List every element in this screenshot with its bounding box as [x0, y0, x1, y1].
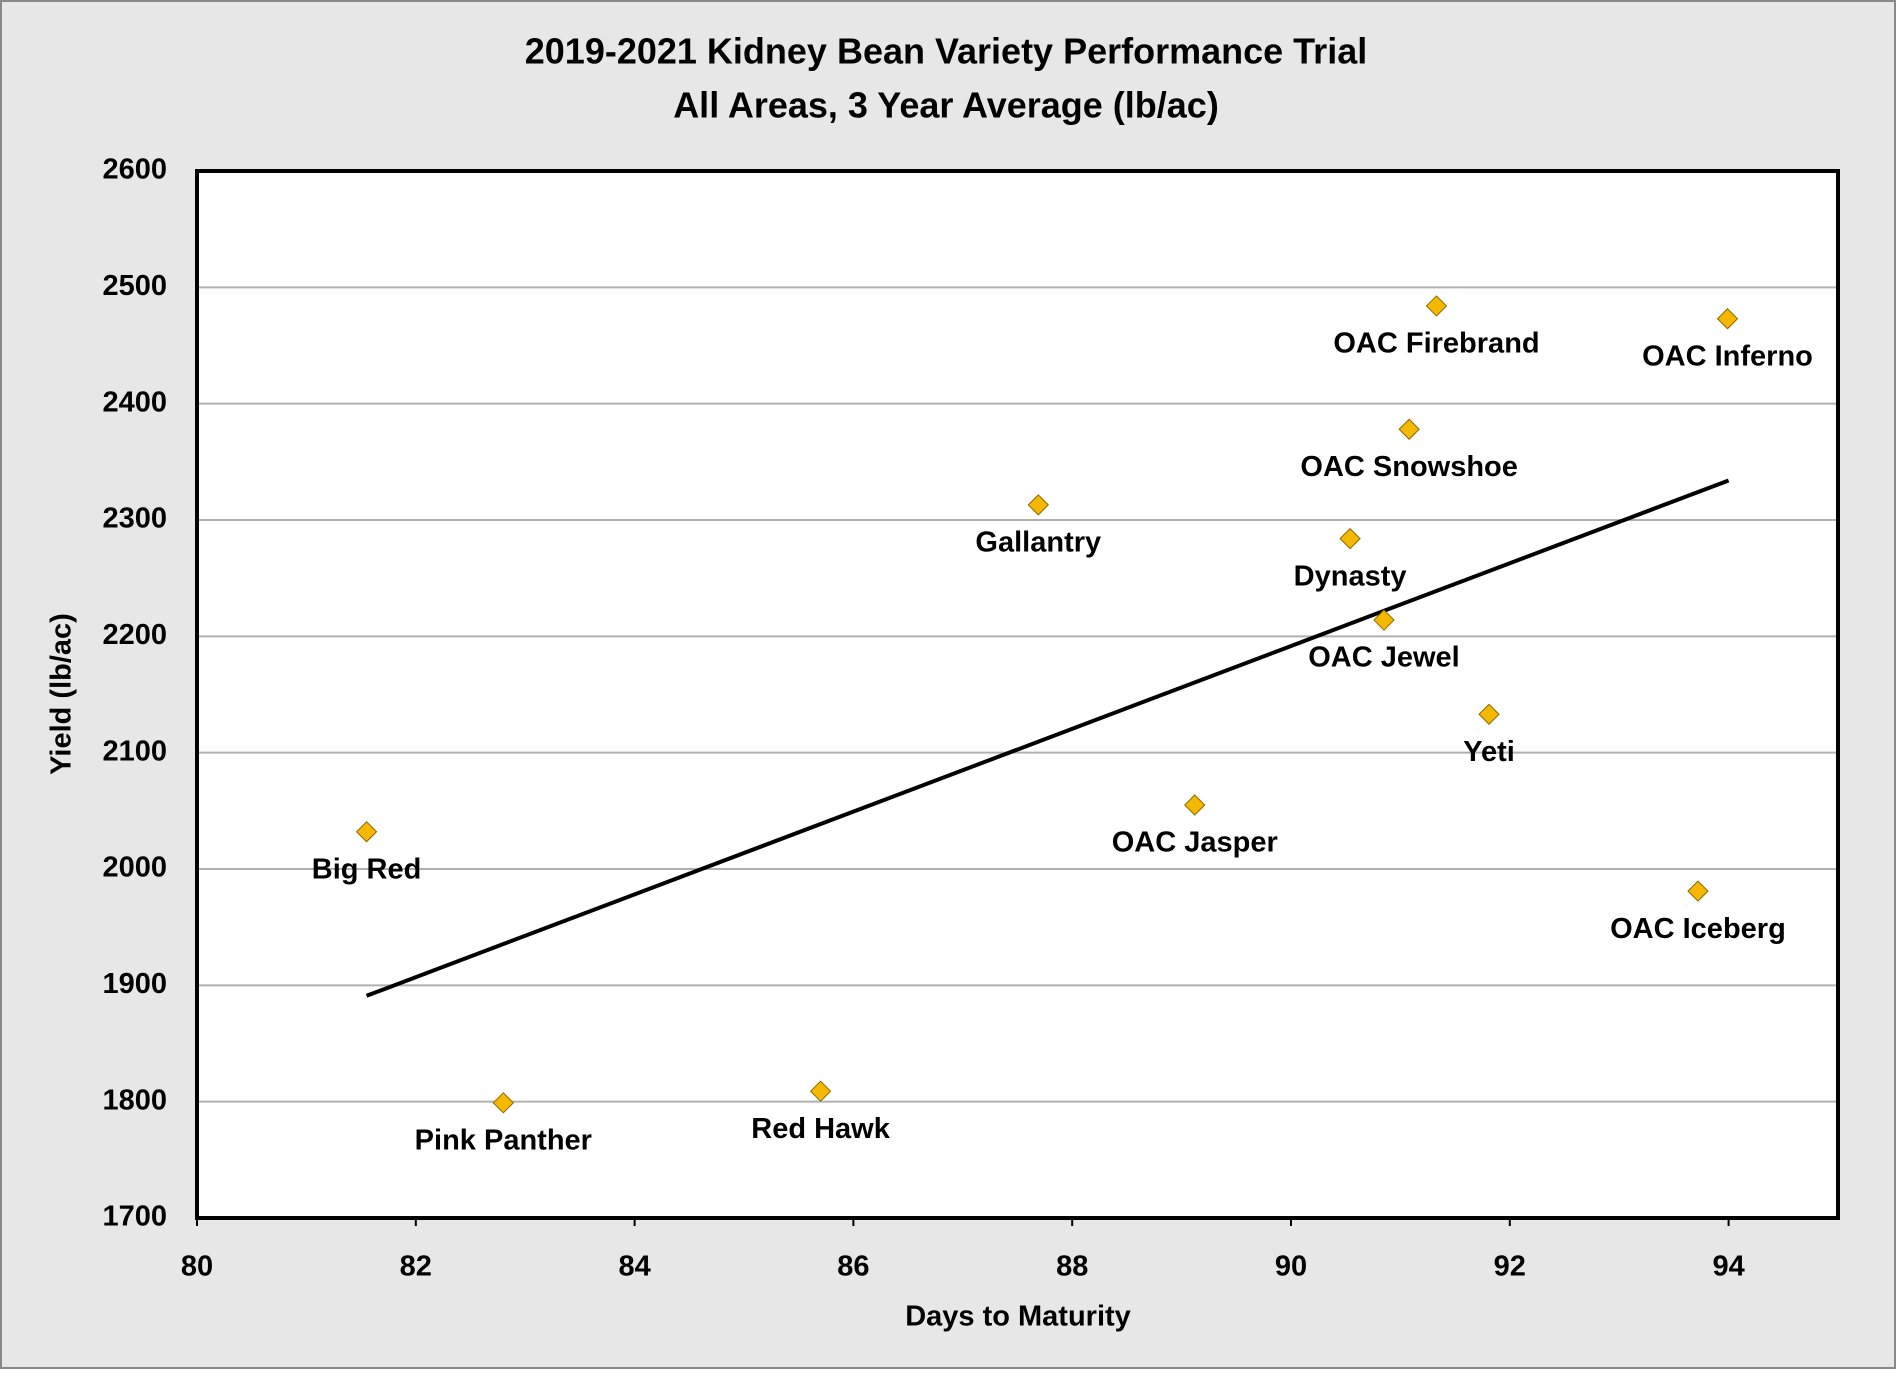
point-label: OAC Firebrand: [1333, 328, 1539, 360]
x-tick-label: 84: [618, 1251, 650, 1283]
point-label: Dynasty: [1294, 560, 1407, 592]
point: [1373, 609, 1395, 631]
point: [1184, 794, 1206, 816]
point-label: Red Hawk: [751, 1113, 890, 1145]
y-tick-label: 2000: [102, 852, 167, 884]
y-tick-label: 2400: [102, 386, 167, 418]
x-axis-label: Days to Maturity: [905, 1301, 1131, 1333]
point-label: Pink Panther: [415, 1124, 592, 1156]
point: [1339, 527, 1361, 550]
chart-subtitle: All Areas, 3 Year Average (lb/ac): [673, 85, 1219, 126]
point: [1687, 880, 1709, 902]
point: [1478, 703, 1500, 725]
x-tick-label: 88: [1056, 1251, 1088, 1283]
y-tick-label: 2300: [102, 503, 167, 535]
y-tick-label: 1700: [102, 1201, 167, 1233]
point: [809, 1080, 832, 1102]
x-tick-label: 80: [181, 1251, 213, 1283]
trend-line: [365, 478, 1730, 998]
point-label: Big Red: [312, 853, 422, 885]
point-label: OAC Jewel: [1308, 642, 1460, 674]
point-label: OAC Snowshoe: [1300, 451, 1518, 483]
y-tick-label: 2500: [102, 270, 167, 302]
y-axis-label: Yield (lb/ac): [46, 613, 78, 775]
y-tick-label: 2100: [102, 735, 167, 767]
point: [1027, 494, 1049, 516]
point-label: Gallantry: [975, 527, 1101, 559]
chart-title: 2019-2021 Kidney Bean Variety Performanc…: [525, 31, 1367, 72]
plot-area: [197, 171, 1838, 1218]
x-tick-label: 92: [1494, 1251, 1526, 1283]
x-tick-label: 82: [400, 1251, 432, 1283]
point-label: OAC Inferno: [1642, 340, 1813, 372]
y-tick-label: 2200: [102, 619, 167, 651]
point: [492, 1092, 515, 1114]
y-tick-label: 1900: [102, 968, 167, 1000]
x-tick-label: 94: [1712, 1251, 1744, 1283]
point: [1398, 418, 1420, 440]
y-tick-label: 2600: [102, 154, 167, 186]
plot-border: [195, 169, 1840, 1220]
point-label: Yeti: [1463, 736, 1515, 768]
point: [355, 821, 378, 843]
point-label: OAC Jasper: [1112, 827, 1278, 859]
y-tick-label: 1800: [102, 1084, 167, 1116]
x-tick-label: 86: [837, 1251, 869, 1283]
x-tick-label: 90: [1275, 1251, 1307, 1283]
point: [1716, 308, 1739, 330]
point: [1425, 295, 1448, 317]
point-label: OAC Iceberg: [1610, 913, 1786, 945]
